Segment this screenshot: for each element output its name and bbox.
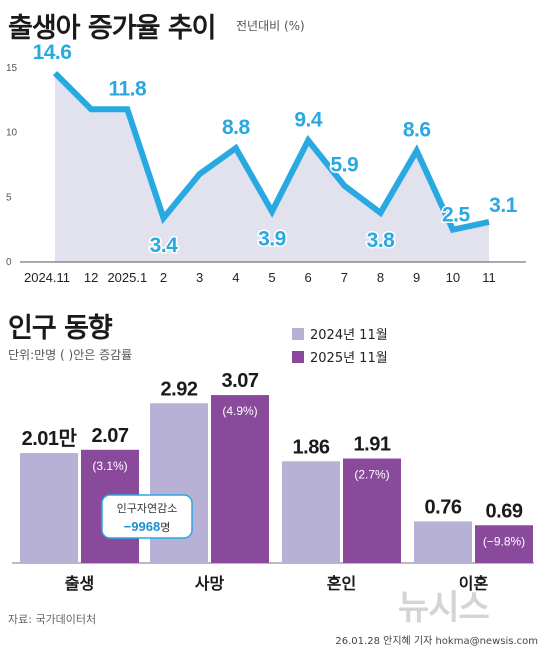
x-tick-label: 2024.11 xyxy=(24,270,70,285)
y-tick-label: 15 xyxy=(6,63,18,74)
bar-value-label: 1.86 xyxy=(293,436,330,458)
category-label: 이혼 xyxy=(459,574,489,593)
bar-change-label: (−9.8%) xyxy=(483,534,525,548)
data-label: 8.8 xyxy=(222,116,251,139)
x-tick-label: 8 xyxy=(377,270,384,285)
legend-label-2025: 2025년 11월 xyxy=(310,351,388,366)
data-label: 3.4 xyxy=(150,234,179,257)
newsis-watermark: 뉴시스 xyxy=(398,588,490,628)
data-label: 2.5 xyxy=(442,204,471,227)
natural-decrease-callout xyxy=(101,494,193,539)
bar-value-label: 0.69 xyxy=(486,500,523,522)
data-label: 14.6 xyxy=(33,41,72,64)
legend-swatch-2024 xyxy=(292,327,304,340)
bar-value-label: 2.01만 xyxy=(22,427,78,450)
bar-value-label: 2.92 xyxy=(161,378,198,400)
x-tick-label: 2 xyxy=(160,270,167,285)
legend-label-2024: 2024년 11월 xyxy=(310,328,388,343)
bar-1 xyxy=(343,458,401,563)
legend-swatch-2025 xyxy=(292,350,304,363)
x-tick-label: 9 xyxy=(413,270,420,285)
data-label: 3.9 xyxy=(258,228,286,251)
bar-change-label: (3.1%) xyxy=(92,459,127,473)
x-tick-label: 6 xyxy=(305,270,312,285)
bar-value-label: 1.91 xyxy=(354,434,391,456)
data-label: 3.8 xyxy=(367,229,396,252)
bar-value-label: 0.76 xyxy=(425,496,462,518)
y-tick-label: 10 xyxy=(6,128,18,139)
x-tick-label: 7 xyxy=(341,270,348,285)
data-label: 9.4 xyxy=(294,108,323,131)
line-chart-subtitle: 전년대비 (%) xyxy=(236,19,305,33)
bar-0 xyxy=(282,461,340,563)
category-label: 출생 xyxy=(65,575,94,593)
line-chart-title: 출생아 증가율 추이 xyxy=(8,13,217,44)
category-label: 혼인 xyxy=(327,574,356,593)
bar-value-label: 2.07 xyxy=(92,425,129,447)
data-label: 8.6 xyxy=(403,119,431,142)
bar-change-label: (2.7%) xyxy=(354,468,389,482)
callout-title: 인구자연감소 xyxy=(117,502,178,515)
x-tick-label: 4 xyxy=(232,270,239,285)
x-tick-label: 2025.1 xyxy=(107,270,147,285)
y-tick-label: 0 xyxy=(6,257,12,268)
x-tick-label: 3 xyxy=(196,270,203,285)
x-tick-label: 10 xyxy=(446,270,460,285)
x-tick-label: 5 xyxy=(268,270,275,285)
x-tick-label: 12 xyxy=(84,270,98,285)
bar-0 xyxy=(20,453,78,563)
bar-1 xyxy=(475,525,533,563)
callout-value: −9968명 xyxy=(124,519,171,534)
source-note: 자료: 국가데이터처 xyxy=(8,613,97,626)
bar-0 xyxy=(150,403,208,563)
bar-value-label: 3.07 xyxy=(222,370,259,392)
data-label: 3.1 xyxy=(489,194,518,217)
legend-item-2024: 2024년 11월 xyxy=(292,324,388,343)
bar-1 xyxy=(211,395,269,563)
data-label: 5.9 xyxy=(330,154,358,177)
birth-growth-line-chart: 0 5 10 15 2024.11 12 2025.1 2 3 4 5 6 7 8 9 10 11 14.6 11.… xyxy=(6,40,526,285)
byline-credit: 26.01.28 안지혜 기자 hokma@newsis.com xyxy=(335,636,538,647)
bar-chart-unit-note: 단위:만명 ( )안은 증감률 xyxy=(8,348,133,362)
legend-item-2025: 2025년 11월 xyxy=(292,347,388,366)
bar-change-label: (4.9%) xyxy=(222,404,257,418)
y-tick-label: 5 xyxy=(6,192,12,203)
bar-0 xyxy=(414,521,472,563)
x-tick-label: 11 xyxy=(482,270,496,285)
series-line xyxy=(52,70,490,234)
bar-chart-title: 인구 동향 xyxy=(8,313,113,344)
data-label: 11.8 xyxy=(108,77,147,100)
category-label: 사망 xyxy=(195,575,225,593)
